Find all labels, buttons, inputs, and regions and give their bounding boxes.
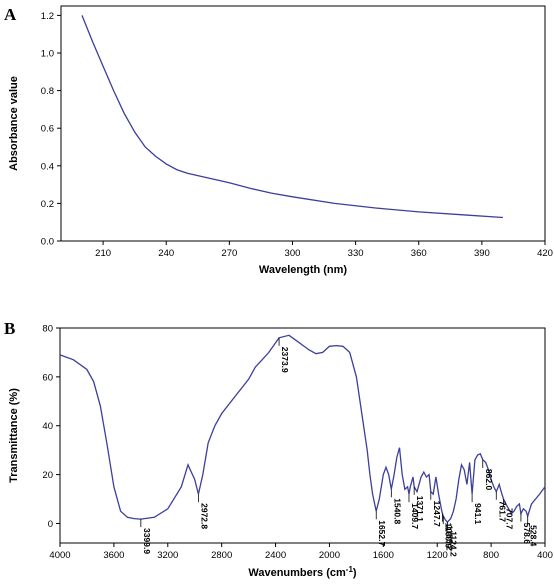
panel-b-peak-label: 707.7 bbox=[505, 508, 515, 530]
panel-b-x-tick-label: 3600 bbox=[103, 550, 124, 561]
panel-b-transmittance-curve bbox=[59, 334, 546, 524]
panel-b-y-tick-label: 60 bbox=[42, 372, 53, 383]
panel-a-x-tick-label: 210 bbox=[95, 248, 111, 259]
panel-a-y-axis-title: Absorbance value bbox=[8, 76, 20, 171]
panel-b-y-tick-label: 0 bbox=[48, 519, 53, 530]
panel-b-peak-label: 1371.1 bbox=[415, 496, 425, 522]
panel-b-peak-label: 578.6 bbox=[522, 523, 532, 545]
panel-a-y-tick-label: 1.2 bbox=[41, 11, 54, 22]
panel-b-peak-label: 1540.8 bbox=[392, 498, 402, 524]
panel-b-peak-label: 1155.2 bbox=[444, 525, 454, 551]
panel-a-y-tick-label: 0.6 bbox=[41, 124, 54, 135]
panel-b-axis-frame bbox=[59, 327, 546, 544]
panel-a-y-tick-label: 0.0 bbox=[41, 237, 54, 248]
panel-a-y-tick-label: 0.4 bbox=[41, 161, 54, 172]
panel-a-x-tick-label: 390 bbox=[474, 248, 490, 259]
panel-a-x-tick-label: 300 bbox=[285, 248, 301, 259]
panel-b-x-tick-label: 2800 bbox=[211, 550, 232, 561]
panel-b-x-axis-title-main: Wavenumbers (cm bbox=[248, 567, 346, 579]
panel-a-y-tick-label: 1.0 bbox=[41, 49, 54, 60]
panel-a-x-tick-label: 420 bbox=[537, 248, 553, 259]
panel-b-x-tick-label: 400 bbox=[537, 550, 553, 561]
panel-b-peak-labels: 3399.9 2972.8 2373.9 1652.7 1540.8 1409.71371… bbox=[140, 337, 539, 557]
panel-b-x-tick-label: 800 bbox=[483, 550, 499, 561]
panel-b-peak-label: 2373.9 bbox=[280, 347, 290, 373]
panel-b: B 4000 3600 3200 2800 2400 2000 1600 1200 800 400… bbox=[4, 319, 553, 579]
panel-a-x-axis-title: Wavelength (nm) bbox=[259, 264, 348, 276]
panel-a: A 210 240 270 300 330 360 390 420 0.0 0.2 0.4 0.6 0.… bbox=[4, 5, 553, 276]
panel-b-x-axis-title-superscript: -1 bbox=[346, 565, 354, 574]
panel-b-y-tick-label: 80 bbox=[42, 324, 53, 335]
panel-b-peak-label: 1124.2 bbox=[448, 531, 458, 557]
panel-b-y-tick-label: 40 bbox=[42, 421, 53, 432]
panel-a-x-tick-label: 240 bbox=[158, 248, 174, 259]
panel-b-letter: B bbox=[4, 319, 15, 338]
panel-b-x-tick-label: 3200 bbox=[157, 550, 178, 561]
panel-b-peak-label: 1409.7 bbox=[410, 503, 420, 529]
panel-a-y-tick-label: 0.8 bbox=[41, 86, 54, 97]
panel-a-absorbance-curve bbox=[81, 15, 503, 219]
panel-b-x-tick-label: 2400 bbox=[265, 550, 286, 561]
panel-b-x-axis-title-suffix: ) bbox=[353, 567, 357, 579]
panel-a-axis-frame bbox=[60, 5, 546, 242]
panel-a-y-tick-label: 0.2 bbox=[41, 199, 54, 210]
panel-b-ticks: 4000 3600 3200 2800 2400 2000 1600 1200 800 40002… bbox=[42, 324, 553, 562]
panel-b-x-tick-label: 1200 bbox=[427, 550, 448, 561]
panel-b-peak-label: 862.0 bbox=[484, 469, 494, 491]
panel-b-x-axis-title: Wavenumbers (cm-1) bbox=[248, 565, 357, 579]
panel-b-peak-label: 1160.9 bbox=[443, 523, 453, 549]
panel-b-peak-label: 761.7 bbox=[497, 501, 507, 523]
panel-b-peak-label: 3399.9 bbox=[142, 528, 152, 554]
panel-a-x-tick-label: 330 bbox=[348, 248, 364, 259]
panel-b-peak-label: 941.1 bbox=[473, 503, 483, 525]
panel-b-peak-label: 1247.7 bbox=[432, 501, 442, 527]
panel-b-x-tick-label: 4000 bbox=[49, 550, 70, 561]
panel-b-peak-label: 1652.7 bbox=[377, 520, 387, 546]
panel-b-x-tick-label: 2000 bbox=[319, 550, 340, 561]
panel-b-y-tick-label: 20 bbox=[42, 470, 53, 481]
panel-a-x-tick-label: 360 bbox=[411, 248, 427, 259]
panel-a-ticks: 210 240 270 300 330 360 390 420 0.0 0.2 0.4 0.6 0.8 1… bbox=[41, 11, 553, 259]
panel-a-x-tick-label: 270 bbox=[221, 248, 237, 259]
panel-a-letter: A bbox=[4, 5, 17, 24]
panel-b-y-axis-title: Transmittance (%) bbox=[8, 388, 20, 483]
panel-b-peak-label: 528.4 bbox=[529, 525, 539, 547]
panel-b-peak-label: 2972.8 bbox=[199, 503, 209, 529]
panel-b-x-tick-label: 1600 bbox=[373, 550, 394, 561]
